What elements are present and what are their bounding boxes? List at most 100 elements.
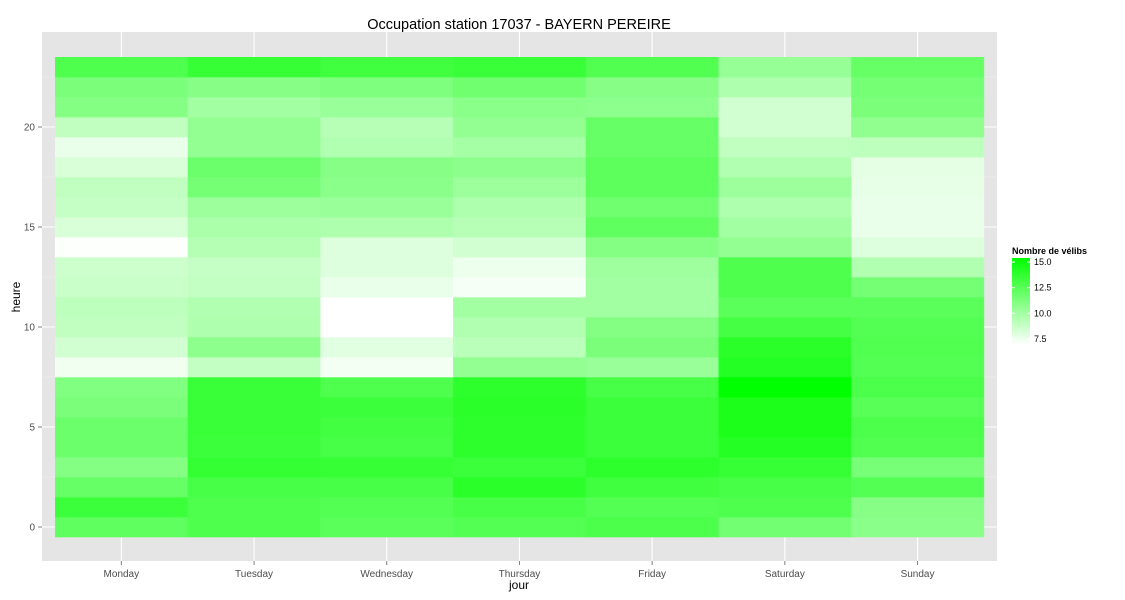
heatmap-cell (453, 377, 587, 398)
heatmap-cell (718, 117, 852, 138)
heatmap-cell (187, 497, 321, 518)
heatmap-cell (55, 317, 188, 338)
heatmap-cell (187, 297, 321, 318)
heatmap-cell (55, 237, 188, 258)
heatmap-cell (851, 97, 985, 118)
y-tick-label: 20 (24, 123, 36, 134)
heatmap-cell (55, 137, 188, 158)
heatmap-cell (453, 277, 587, 298)
heatmap-cell (187, 157, 321, 178)
heatmap-cell (55, 57, 188, 78)
heatmap-cell (585, 117, 719, 138)
heatmap-cell (453, 197, 587, 218)
heatmap-cell (187, 97, 321, 118)
heatmap-cell (55, 397, 188, 418)
x-axis: Monday Tuesday Wednesday Thursday Friday Satu… (104, 561, 935, 580)
x-tick-label: Thursday (499, 569, 541, 580)
legend-colorbar (1012, 258, 1030, 345)
heatmap-cell (851, 177, 985, 198)
heatmap-cell (585, 77, 719, 98)
color-legend: Nombre de vélibs 7.5 10.0 12.5 15.0 (1012, 246, 1087, 345)
heatmap-cell (55, 457, 188, 478)
heatmap-cell (851, 417, 985, 438)
heatmap-cell (851, 337, 985, 358)
heatmap-cell (187, 397, 321, 418)
y-tick-label: 0 (29, 523, 35, 534)
heatmap-cell (320, 357, 454, 378)
legend-title: Nombre de vélibs (1012, 246, 1087, 256)
heatmap-cell (851, 57, 985, 78)
heatmap-cell (585, 57, 719, 78)
heatmap-cell (851, 137, 985, 158)
heatmap-cell (320, 57, 454, 78)
heatmap-cell (187, 357, 321, 378)
legend-ticks: 7.5 10.0 12.5 15.0 (1012, 257, 1052, 344)
heatmap-cell (320, 77, 454, 98)
heatmap-cell (55, 257, 188, 278)
heatmap-cell (453, 97, 587, 118)
heatmap-cell (55, 97, 188, 118)
heatmap-cell (718, 457, 852, 478)
heatmap-cell (55, 377, 188, 398)
heatmap-cell (851, 157, 985, 178)
heatmap-cell (585, 217, 719, 238)
heatmap-cell (453, 217, 587, 238)
heatmap-cell (453, 57, 587, 78)
heatmap-cell (585, 397, 719, 418)
heatmap-cell (585, 417, 719, 438)
heatmap-cell (718, 357, 852, 378)
heatmap-cell (187, 377, 321, 398)
heatmap-cell (851, 317, 985, 338)
heatmap-cell (320, 157, 454, 178)
heatmap-cell (187, 517, 321, 538)
heatmap-cell (55, 337, 188, 358)
heatmap-cell (718, 57, 852, 78)
heatmap-cell (453, 297, 587, 318)
heatmap-cell (453, 517, 587, 538)
heatmap-cell (585, 437, 719, 458)
heatmap-cell (320, 477, 454, 498)
heatmap-cell (851, 297, 985, 318)
heatmap-cell (453, 397, 587, 418)
heatmap-cell (320, 377, 454, 398)
legend-label: 7.5 (1034, 334, 1047, 344)
legend-label: 15.0 (1034, 257, 1052, 267)
heatmap-cell (320, 457, 454, 478)
heatmap-cell (585, 357, 719, 378)
heatmap-cell (320, 177, 454, 198)
heatmap-cell (851, 397, 985, 418)
heatmap-cell (453, 337, 587, 358)
heatmap-cell (187, 437, 321, 458)
heatmap-cell (453, 457, 587, 478)
x-tick-label: Monday (104, 569, 140, 580)
heatmap-cell (453, 237, 587, 258)
heatmap-cell (718, 177, 852, 198)
heatmap-cell (851, 257, 985, 278)
heatmap-cell (55, 277, 188, 298)
heatmap-cell (585, 337, 719, 358)
heatmap-cell (718, 97, 852, 118)
heatmap-cell (320, 217, 454, 238)
heatmap-cell (187, 177, 321, 198)
heatmap-cell (55, 517, 188, 538)
heatmap-cell (187, 337, 321, 358)
heatmap-cell (187, 117, 321, 138)
chart-title: Occupation station 17037 - BAYERN PEREIR… (367, 17, 671, 33)
heatmap-cell (585, 377, 719, 398)
heatmap-cell (55, 477, 188, 498)
heatmap-cell (718, 417, 852, 438)
heatmap-cell (851, 377, 985, 398)
heatmap-cell (585, 97, 719, 118)
heatmap-cell (851, 197, 985, 218)
heatmap-cell (320, 517, 454, 538)
heatmap-cell (718, 237, 852, 258)
heatmap-cell (718, 437, 852, 458)
heatmap-cell (851, 497, 985, 518)
heatmap-cell (320, 237, 454, 258)
heatmap-cell (453, 257, 587, 278)
heatmap-cell (187, 257, 321, 278)
heatmap-cell (187, 197, 321, 218)
heatmap-cell (718, 277, 852, 298)
x-tick-label: Tuesday (235, 569, 273, 580)
